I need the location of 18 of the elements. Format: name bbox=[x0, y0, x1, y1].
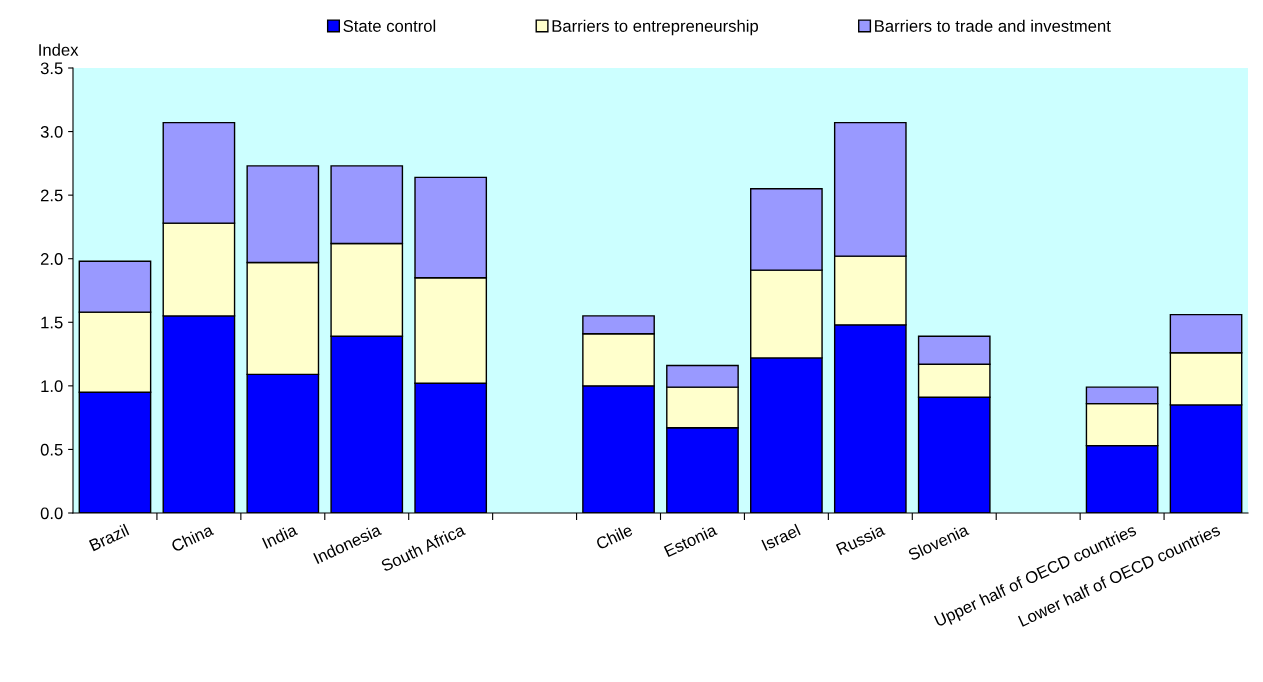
y-tick-label: 0.5 bbox=[40, 443, 63, 456]
y-axis-title: Index bbox=[39, 43, 79, 56]
y-tick-label: 2.0 bbox=[40, 253, 63, 265]
legend-label: Barriers to entrepreneurship bbox=[552, 19, 759, 36]
legend-label: Barriers to trade and investment bbox=[875, 19, 1111, 32]
legend-label: State control bbox=[343, 19, 436, 32]
y-tick-label: 3.5 bbox=[40, 62, 63, 75]
y-tick-label: 1.0 bbox=[41, 380, 63, 393]
x-tick-label: China bbox=[170, 523, 215, 553]
x-tick-label: Russia bbox=[835, 523, 886, 556]
y-tick-label: 1.5 bbox=[41, 316, 63, 329]
y-tick-label: 2.5 bbox=[40, 189, 63, 202]
x-tick-label: Brazil bbox=[88, 523, 130, 552]
x-tick-label: Israel bbox=[761, 523, 801, 551]
x-tick-label: India bbox=[261, 523, 299, 549]
y-tick-label: 0.0 bbox=[40, 507, 63, 520]
x-tick-label: Chile bbox=[595, 523, 634, 550]
y-tick-label: 3.0 bbox=[40, 125, 63, 138]
